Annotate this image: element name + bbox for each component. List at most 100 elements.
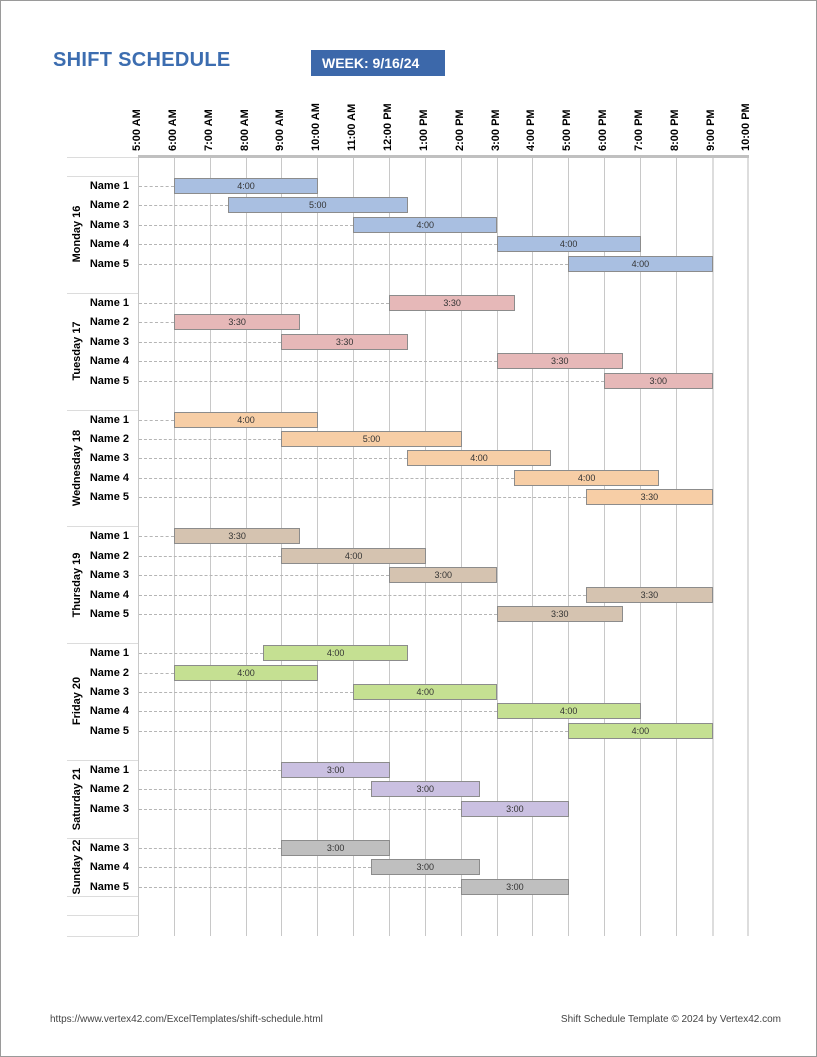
hour-gridline	[424, 158, 426, 936]
connector-line	[139, 653, 264, 655]
employee-name: Name 5	[89, 608, 129, 621]
hour-label: 10:00 AM	[310, 103, 323, 151]
shift-bar[interactable]: 3:30	[173, 528, 301, 545]
hour-gridline	[711, 158, 714, 936]
day-separator	[67, 526, 138, 528]
day-separator	[67, 837, 138, 839]
hour-gridline	[388, 158, 390, 936]
employee-name: Name 2	[89, 432, 129, 445]
shift-bar[interactable]: 4:00	[406, 450, 552, 467]
grid-bottom	[67, 936, 138, 937]
connector-line	[139, 224, 354, 226]
employee-name: Name 4	[89, 588, 129, 601]
connector-line	[139, 263, 569, 265]
connector-line	[139, 769, 282, 771]
hour-gridline	[675, 158, 677, 936]
shift-bar[interactable]: 4:00	[263, 645, 408, 662]
connector-line	[139, 614, 497, 616]
hour-gridline	[604, 158, 606, 936]
shift-bar[interactable]: 4:00	[173, 178, 319, 194]
hour-gridline	[747, 158, 750, 936]
employee-name: Name 4	[89, 471, 129, 484]
shift-bar[interactable]: 4:00	[496, 703, 641, 720]
shift-bar[interactable]: 4:00	[568, 255, 713, 272]
footer-url[interactable]: https://www.vertex42.com/ExcelTemplates/…	[50, 1014, 323, 1025]
connector-line	[139, 477, 515, 479]
shift-bar[interactable]: 3:30	[496, 353, 623, 370]
shift-bar[interactable]: 5:00	[281, 430, 462, 447]
connector-line	[139, 458, 407, 460]
row-separator	[67, 915, 138, 917]
shift-bar[interactable]: 4:00	[281, 547, 426, 564]
shift-bar[interactable]: 3:00	[281, 761, 390, 778]
shift-bar[interactable]: 3:00	[460, 878, 570, 895]
connector-line	[139, 691, 354, 693]
employee-name: Name 2	[89, 783, 129, 796]
connector-line	[139, 867, 372, 869]
day-separator	[67, 643, 138, 645]
employee-name: Name 3	[89, 452, 129, 465]
hour-gridline	[460, 158, 462, 936]
hour-label: 9:00 PM	[704, 109, 717, 151]
hour-label: 4:00 PM	[525, 109, 538, 151]
shift-bar[interactable]: 4:00	[173, 411, 319, 428]
hour-label: 11:00 AM	[346, 103, 359, 151]
hour-gridline	[496, 158, 498, 936]
employee-name: Name 5	[89, 880, 129, 893]
employee-name: Name 2	[89, 316, 129, 329]
shift-bar[interactable]: 3:30	[586, 489, 713, 506]
employee-name: Name 3	[89, 802, 129, 815]
day-label: Monday 16	[71, 205, 83, 263]
shift-bar[interactable]: 4:00	[568, 722, 713, 739]
hour-label: 7:00 PM	[632, 109, 645, 151]
shift-bar[interactable]: 3:30	[281, 333, 408, 350]
employee-name: Name 3	[89, 335, 129, 348]
shift-bar[interactable]: 3:30	[586, 586, 713, 603]
shift-bar[interactable]: 4:00	[514, 469, 659, 486]
employee-name: Name 1	[89, 180, 129, 192]
shift-bar[interactable]: 3:00	[371, 781, 480, 798]
connector-line	[139, 536, 174, 538]
employee-name: Name 4	[89, 355, 129, 368]
hour-label: 12:00 PM	[381, 103, 394, 151]
employee-name: Name 4	[89, 705, 129, 718]
shift-bar[interactable]: 3:00	[388, 567, 498, 584]
hour-label: 5:00 AM	[131, 109, 143, 151]
connector-line	[139, 808, 461, 810]
employee-name: Name 3	[89, 685, 129, 698]
shift-bar[interactable]: 3:00	[604, 372, 713, 389]
employee-name: Name 5	[89, 491, 129, 504]
hour-label: 8:00 AM	[238, 109, 251, 151]
connector-line	[139, 205, 228, 207]
connector-line	[139, 322, 174, 324]
shift-bar[interactable]: 3:30	[173, 314, 301, 331]
shift-bar[interactable]: 5:00	[227, 197, 408, 214]
connector-line	[139, 380, 605, 382]
connector-line	[139, 672, 174, 674]
connector-line	[139, 555, 282, 557]
shift-bar[interactable]: 3:00	[460, 800, 570, 817]
shift-bar[interactable]: 3:00	[371, 859, 480, 876]
hour-gridline	[568, 158, 570, 936]
employee-name: Name 4	[89, 238, 129, 251]
employee-name: Name 1	[89, 647, 129, 660]
shift-bar[interactable]: 4:00	[353, 683, 498, 700]
shift-bar[interactable]: 4:00	[496, 236, 641, 253]
employee-name: Name 1	[89, 296, 129, 309]
shift-bar[interactable]: 4:00	[353, 216, 498, 233]
hour-gridline	[209, 158, 211, 936]
hour-label: 9:00 AM	[274, 109, 287, 151]
shift-bar[interactable]: 3:30	[388, 294, 516, 311]
connector-line	[139, 594, 587, 596]
connector-line	[139, 361, 497, 363]
shift-bar[interactable]: 4:00	[173, 664, 319, 681]
hour-gridline	[353, 158, 355, 936]
shift-bar[interactable]: 3:30	[496, 606, 623, 623]
week-label[interactable]: WEEK: 9/16/24	[311, 50, 445, 76]
employee-name: Name 2	[89, 549, 129, 562]
shift-bar[interactable]: 3:00	[281, 839, 390, 856]
connector-line	[139, 341, 282, 343]
hour-label: 2:00 PM	[453, 109, 466, 151]
hour-gridline	[245, 158, 247, 936]
